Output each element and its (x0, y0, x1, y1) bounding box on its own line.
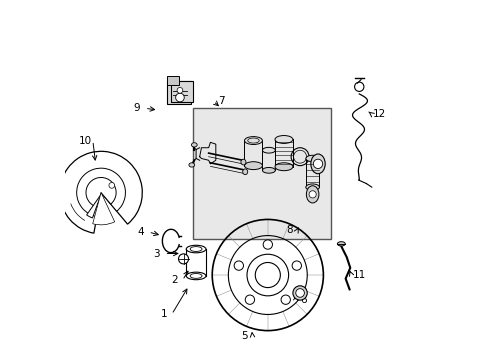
Ellipse shape (262, 167, 275, 173)
Circle shape (177, 87, 183, 93)
Text: 3: 3 (153, 248, 160, 258)
Ellipse shape (337, 242, 345, 246)
Wedge shape (60, 151, 142, 233)
Circle shape (263, 240, 272, 249)
Circle shape (308, 191, 316, 198)
Ellipse shape (186, 272, 205, 280)
Circle shape (178, 254, 188, 264)
Text: 6: 6 (300, 295, 306, 305)
FancyBboxPatch shape (171, 81, 192, 102)
Text: 8: 8 (285, 225, 292, 235)
Ellipse shape (191, 143, 197, 147)
Wedge shape (86, 194, 101, 218)
Circle shape (175, 93, 184, 102)
Ellipse shape (244, 136, 262, 144)
Ellipse shape (306, 186, 318, 203)
Circle shape (292, 286, 306, 300)
Ellipse shape (310, 154, 325, 174)
Circle shape (295, 289, 304, 297)
Ellipse shape (305, 184, 319, 190)
Ellipse shape (241, 159, 245, 165)
Ellipse shape (242, 169, 247, 175)
Wedge shape (86, 177, 116, 207)
Circle shape (313, 159, 322, 168)
Circle shape (234, 261, 243, 270)
Circle shape (244, 295, 254, 304)
Ellipse shape (186, 245, 205, 253)
Text: 7: 7 (218, 96, 224, 106)
Text: 12: 12 (371, 109, 385, 119)
Ellipse shape (188, 163, 194, 167)
Ellipse shape (262, 147, 275, 153)
Circle shape (291, 261, 301, 270)
Ellipse shape (244, 162, 262, 170)
Text: 11: 11 (352, 270, 365, 280)
Text: 1: 1 (160, 310, 167, 319)
Ellipse shape (305, 155, 319, 162)
Wedge shape (93, 193, 115, 225)
Text: 2: 2 (171, 275, 178, 285)
Ellipse shape (274, 163, 292, 171)
Text: 4: 4 (137, 227, 143, 237)
Wedge shape (77, 168, 125, 217)
Ellipse shape (274, 135, 292, 143)
Bar (167, 76, 179, 85)
FancyBboxPatch shape (166, 81, 191, 104)
Bar (192, 108, 330, 239)
Text: 9: 9 (133, 103, 140, 113)
Circle shape (281, 295, 290, 304)
Text: 10: 10 (78, 136, 91, 145)
Text: 5: 5 (241, 331, 247, 341)
Circle shape (109, 183, 115, 188)
